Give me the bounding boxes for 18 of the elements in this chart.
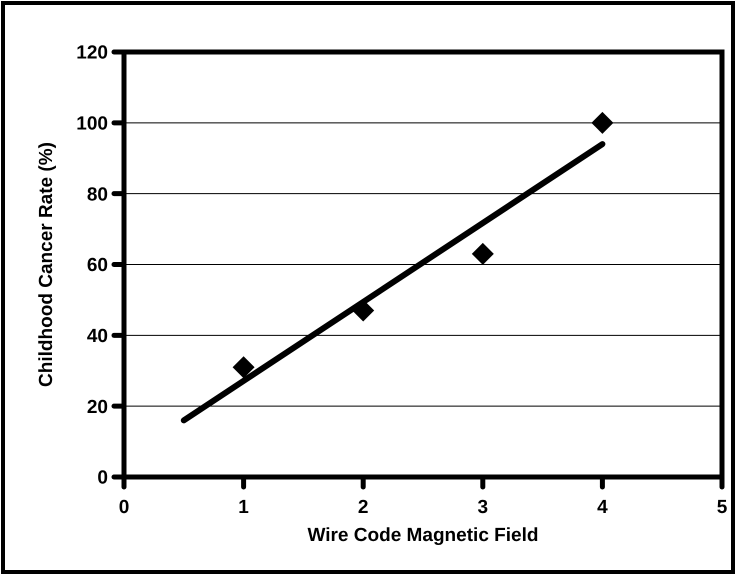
point [472,242,494,265]
x-tick-label: 0 [118,497,130,518]
y-tick-label: 120 [76,42,108,64]
x-tick-label: 3 [478,497,488,518]
x-tick-label: 5 [716,497,728,518]
x-axis-title: Wire Code Magnetic Field [307,525,539,546]
y-tick-label: 80 [86,184,108,206]
x-tick-label: 2 [358,497,368,518]
point [591,112,614,134]
y-axis-title: Childhood Cancer Rate (%) [36,142,57,387]
point [232,356,255,378]
x-tick-label: 4 [597,497,608,518]
y-tick-label: 20 [86,396,108,418]
y-tick-label: 40 [86,326,108,347]
y-tick-label: 0 [97,468,108,489]
x-tick-label: 1 [238,497,250,518]
y-tick-label: 100 [76,113,108,134]
y-tick-label: 60 [86,255,108,276]
